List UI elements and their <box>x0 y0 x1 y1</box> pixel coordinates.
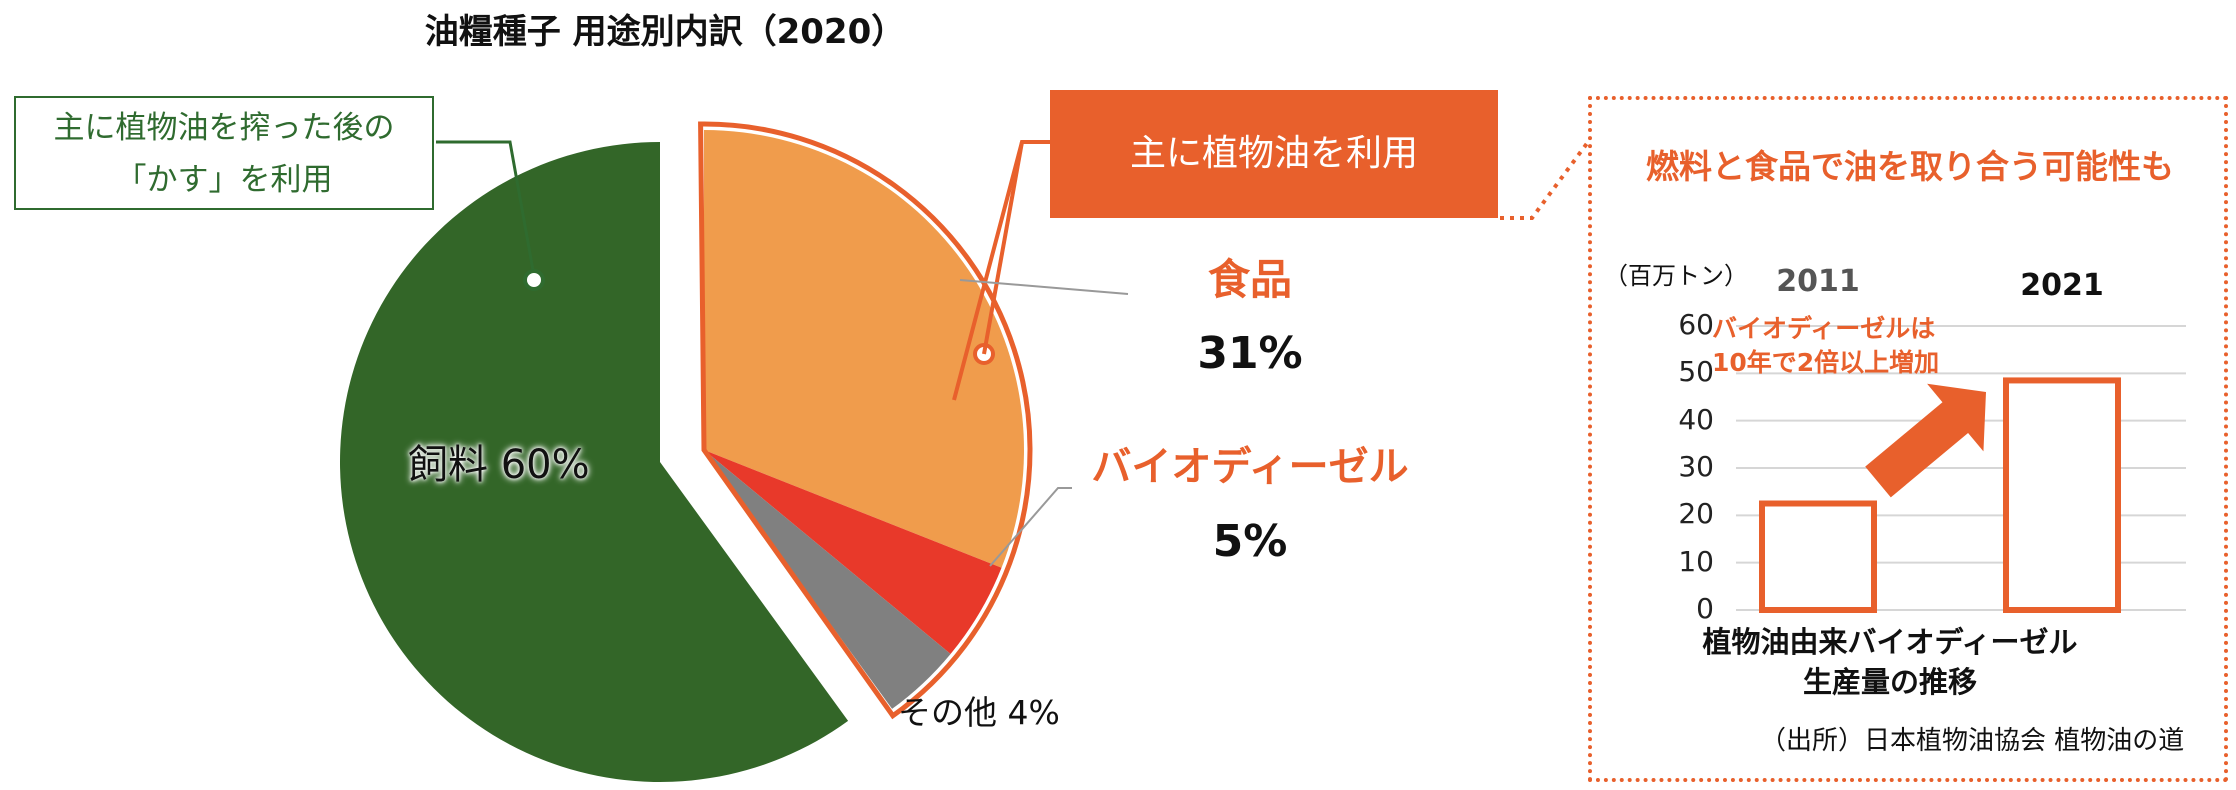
y-tick-label: 60 <box>1678 308 1714 341</box>
inset-caption-line1: 植物油由来バイオディーゼル <box>1702 625 2078 659</box>
food-label-leader <box>959 279 1129 295</box>
growth-annotation: バイオディーゼルは 10年で2倍以上増加 <box>1712 312 1939 380</box>
biodiesel-label-leader <box>989 487 1072 567</box>
inset-panel <box>1588 96 2228 782</box>
oil-callout-leader-2 <box>982 141 1024 355</box>
pie-feed-layer <box>340 142 849 782</box>
pie-slice-food <box>704 130 1025 568</box>
biodiesel-percent: 5% <box>1212 516 1288 567</box>
y-tick-label: 20 <box>1678 497 1714 531</box>
bar-2021 <box>2003 377 2121 613</box>
oil-use-callout: 主に植物油を利用 <box>1050 90 1498 218</box>
y-tick-label: 40 <box>1678 402 1714 436</box>
chart-title: 油糧種子 用途別内訳（2020） <box>424 12 906 52</box>
y-tick-label: 10 <box>1678 544 1714 578</box>
growth-annotation-line1: バイオディーゼルは <box>1712 314 1936 343</box>
bar-layer <box>1759 377 2121 613</box>
connector-lines <box>436 140 1590 567</box>
feed-use-callout: 主に植物油を搾った後の 「かす」を利用 <box>14 96 434 210</box>
other-slice-label: その他 4% <box>898 693 1060 732</box>
y-tick-label: 0 <box>1696 592 1714 625</box>
inset-caption: 植物油由来バイオディーゼル 生産量の推移 <box>1700 622 2080 702</box>
bar-year-label: 2021 <box>2020 268 2104 303</box>
y-tick-label: 50 <box>1678 355 1714 389</box>
source-note: （出所）日本植物油協会 植物油の道 <box>1760 726 2185 756</box>
feed-callout-dot <box>523 269 545 291</box>
growth-arrow-layer <box>1865 383 1986 498</box>
pie-slice-other <box>704 450 951 709</box>
pie-oil-layer <box>698 121 1033 720</box>
pie-slice-feed <box>340 142 849 782</box>
food-percent: 31% <box>1197 328 1303 379</box>
bar-year-label: 2011 <box>1776 264 1860 299</box>
feed-callout-leader <box>436 140 536 277</box>
oil-group-outline <box>698 121 1033 720</box>
food-label: 食品 <box>1207 255 1292 304</box>
feed-slice-label: 飼料 60% <box>408 442 590 488</box>
y-tick-label: 30 <box>1678 450 1714 483</box>
inset-caption-line2: 生産量の推移 <box>1802 665 1977 699</box>
feed-use-callout-line1: 主に植物油を搾った後の <box>53 110 395 146</box>
inset-pointer <box>1500 140 1590 220</box>
feed-use-callout-line2: 「かす」を利用 <box>115 162 333 198</box>
inset-unit-label: （百万トン） <box>1604 262 1748 290</box>
biodiesel-label: バイオディーゼル <box>1091 444 1409 490</box>
inset-heading: 燃料と食品で油を取り合う可能性も <box>1646 147 2174 186</box>
growth-annotation-line2: 10年で2倍以上増加 <box>1712 348 1940 377</box>
pie-slice-biodiesel <box>704 450 1002 654</box>
bar-2011 <box>1759 500 1877 613</box>
growth-arrow <box>1865 383 1986 498</box>
